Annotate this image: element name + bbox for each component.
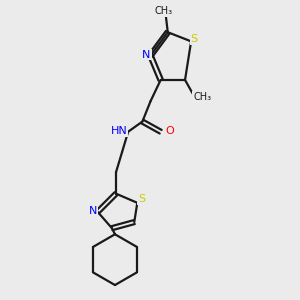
Text: S: S	[190, 34, 198, 44]
Text: CH₃: CH₃	[193, 92, 212, 102]
Text: O: O	[165, 126, 174, 136]
Text: CH₃: CH₃	[154, 6, 173, 16]
Text: N: N	[142, 50, 151, 60]
Text: N: N	[88, 206, 97, 216]
Text: S: S	[138, 194, 145, 204]
Text: HN: HN	[111, 126, 128, 136]
